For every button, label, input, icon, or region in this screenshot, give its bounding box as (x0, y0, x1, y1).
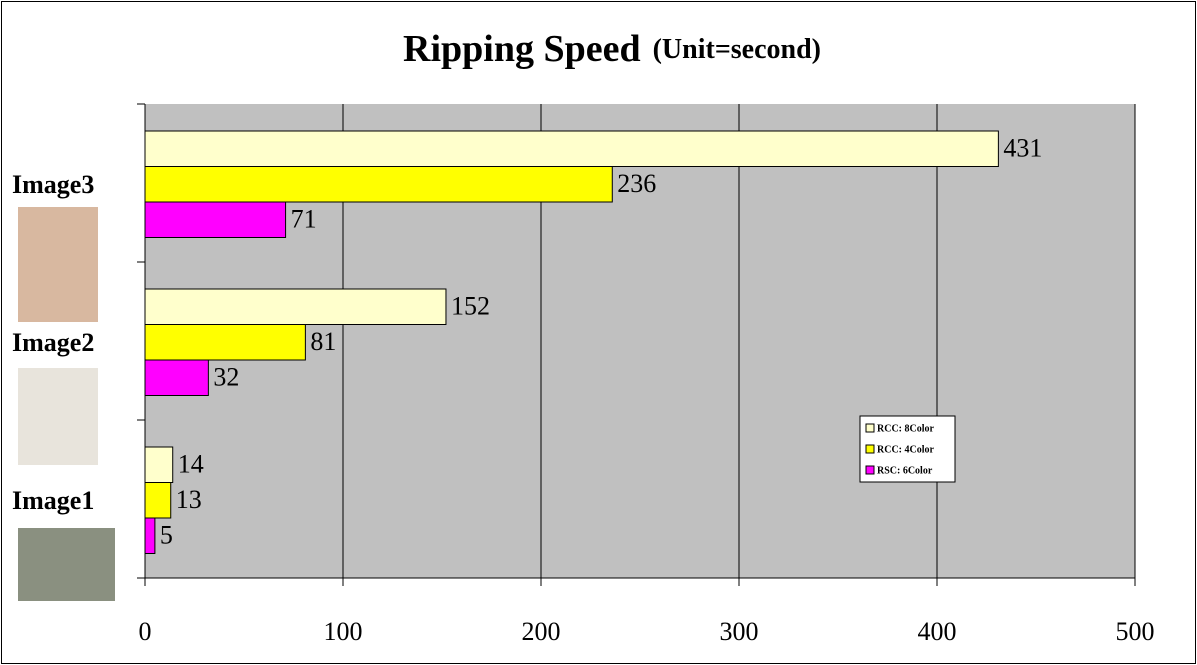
bar (144, 446, 174, 483)
bar (144, 324, 306, 361)
legend-label: RCC: 8Color (877, 423, 934, 434)
legend-label: RSC: 6Color (877, 465, 933, 476)
legend-box (859, 415, 956, 483)
y-tick-label: Image3 (12, 170, 94, 199)
data-label: 13 (176, 485, 202, 514)
x-tick-label: 100 (324, 617, 363, 646)
data-label: 14 (178, 450, 204, 479)
data-label: 81 (310, 327, 336, 356)
x-tick-label: 500 (1116, 617, 1155, 646)
thumbnail (18, 368, 98, 465)
x-tick-label: 200 (522, 617, 561, 646)
bar (144, 482, 172, 519)
legend-label: RCC: 4Color (877, 444, 934, 455)
thumbnails (18, 207, 115, 601)
y-tick-label: Image1 (12, 486, 94, 515)
thumbnail (18, 528, 115, 601)
data-label: 431 (1003, 134, 1042, 163)
bar (144, 359, 209, 396)
x-tick-label: 0 (139, 617, 152, 646)
x-tick-label: 300 (720, 617, 759, 646)
bar (144, 288, 447, 325)
bar (144, 517, 156, 554)
chart-title-line: Ripping Speed (Unit=second) (403, 28, 821, 70)
bar (144, 166, 613, 203)
chart-title: Ripping Speed (403, 28, 641, 70)
bar (144, 201, 287, 238)
x-tick-label: 400 (918, 617, 957, 646)
y-tick-label: Image2 (12, 328, 94, 357)
legend-swatch (865, 423, 875, 433)
data-label: 152 (451, 292, 490, 321)
legend-swatch (865, 465, 875, 475)
data-label: 71 (291, 205, 317, 234)
chart-subtitle: (Unit=second) (653, 34, 821, 65)
legend-swatch (865, 444, 875, 454)
data-label: 236 (617, 169, 656, 198)
thumbnail (18, 207, 98, 322)
bar (144, 130, 999, 167)
title: Ripping Speed (Unit=second) (403, 28, 821, 70)
data-label: 5 (160, 521, 173, 550)
data-label: 32 (213, 363, 239, 392)
